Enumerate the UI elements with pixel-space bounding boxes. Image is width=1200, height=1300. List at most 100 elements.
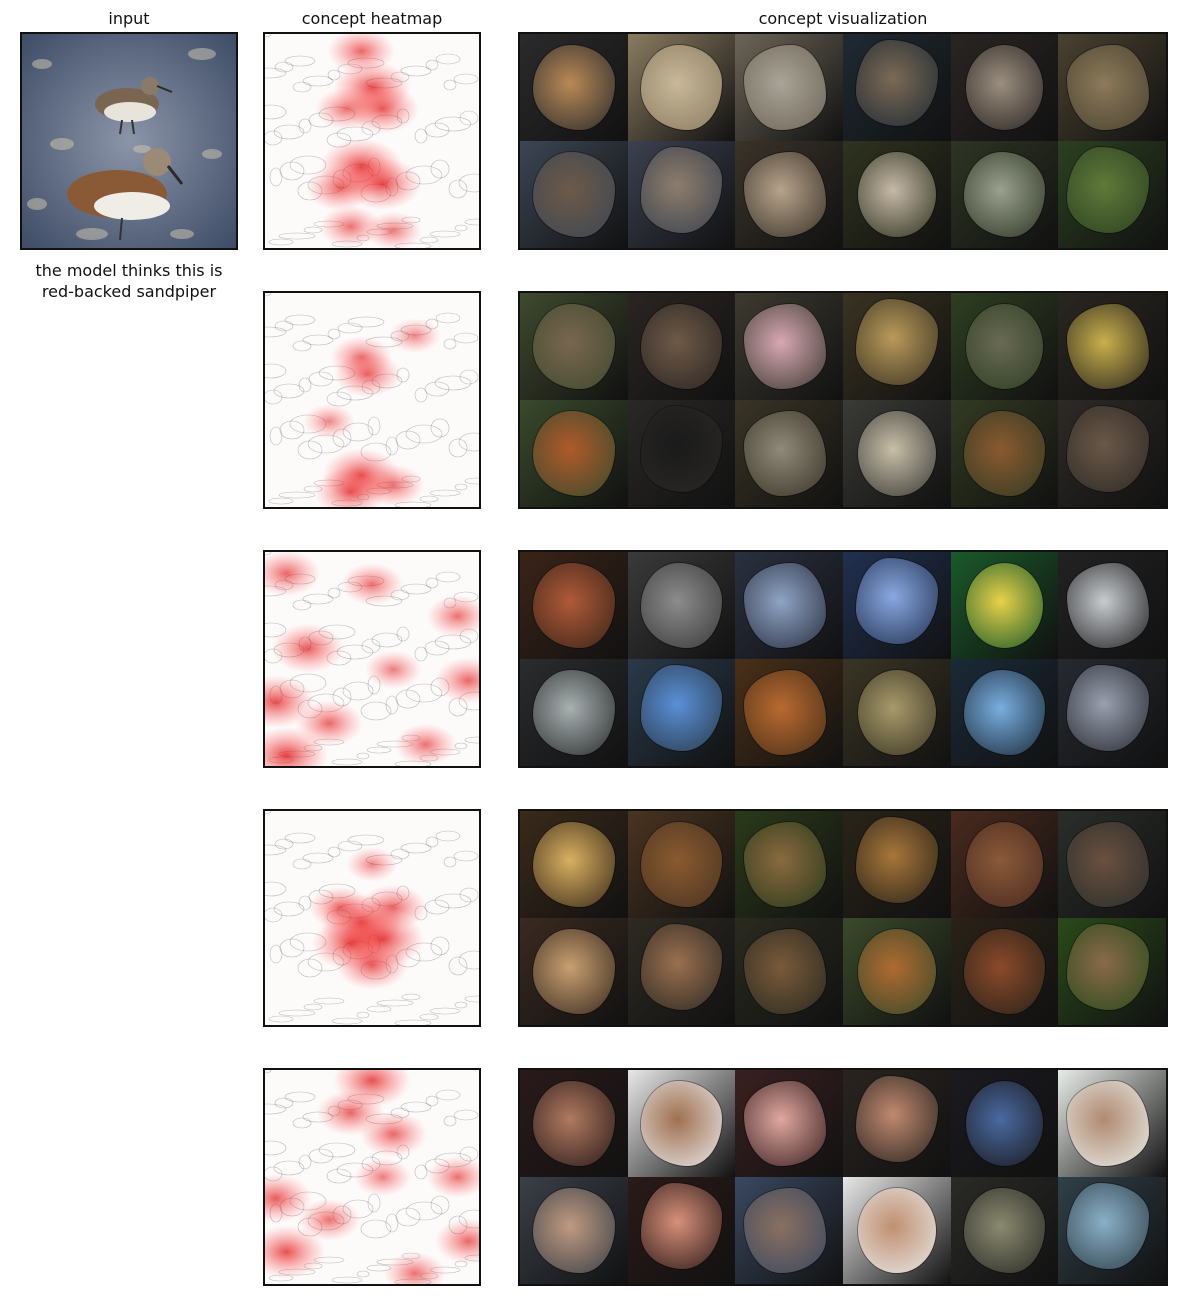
heatmap-contour — [435, 571, 461, 583]
heatmap-contour — [284, 1091, 316, 1103]
concept-mask-region — [532, 562, 615, 649]
concept-mask-region — [855, 299, 938, 385]
heatmap-contour — [337, 322, 363, 334]
heatmap-hotspot — [315, 87, 378, 130]
concept-mask-region — [743, 669, 826, 756]
concept-mask-region — [855, 1076, 938, 1162]
heatmap-hotspot — [434, 657, 479, 704]
concept-visualization-3 — [518, 550, 1168, 768]
concept-visualization-2 — [518, 291, 1168, 509]
heatmap-contour — [385, 695, 399, 715]
concept-mask-region — [1066, 147, 1149, 233]
heatmap-svg — [265, 811, 479, 1025]
concept-example-tile — [627, 1070, 736, 1177]
concept-grid — [520, 552, 1166, 766]
heatmap-contour — [273, 1160, 305, 1176]
concept-mask-region — [743, 821, 826, 908]
heatmap-hotspot — [383, 1252, 446, 1284]
heatmap-contour — [297, 958, 323, 978]
heatmap-contour — [284, 314, 316, 326]
heatmap-contour — [443, 79, 457, 91]
heatmap-contour — [434, 375, 472, 391]
concept-example-tile — [520, 400, 628, 507]
heatmap-contour — [434, 893, 472, 909]
concept-heatmap-5 — [263, 1068, 481, 1286]
concept-mask-region — [855, 817, 938, 903]
heatmap-contour — [265, 1140, 287, 1156]
heatmap-contour — [265, 130, 283, 146]
heatmap-contour — [337, 840, 363, 852]
heatmap-contour — [425, 577, 439, 589]
concept-heatmap-3 — [263, 550, 481, 768]
concept-mask-region — [743, 303, 826, 390]
heatmap-contour — [342, 681, 374, 701]
heatmap-contour — [414, 1164, 428, 1180]
heatmap-contour — [419, 1013, 439, 1021]
concept-mask-region — [965, 44, 1044, 131]
heatmap-contour — [414, 646, 428, 662]
heatmap-contour — [453, 850, 479, 862]
concept-example-tile — [520, 293, 628, 400]
heatmap-column-title: concept heatmap — [301, 9, 443, 28]
concept-mask-region — [532, 303, 615, 390]
heatmap-contour — [313, 997, 345, 1005]
heatmap-contour — [443, 856, 457, 868]
heatmap-hotspot — [335, 940, 409, 990]
heatmap-contour — [454, 483, 468, 491]
heatmap-contour — [448, 438, 468, 458]
heatmap-contour — [292, 599, 312, 611]
concept-mask-region — [1066, 562, 1149, 649]
concept-heatmap-4 — [263, 809, 481, 1027]
concept-example-tile — [1058, 34, 1166, 141]
concept-example-tile — [950, 552, 1059, 659]
heatmap-contour — [458, 950, 479, 970]
heatmap-contour — [278, 232, 316, 240]
heatmap-hotspot — [426, 595, 479, 638]
concept-example-tile — [1058, 141, 1166, 248]
heatmap-hotspot — [389, 318, 441, 354]
concept-example-tile — [1058, 293, 1166, 400]
heatmap-hotspot — [265, 1225, 326, 1279]
concept-mask-region — [1066, 406, 1149, 492]
heatmap-contour — [292, 81, 312, 93]
heatmap-contour — [419, 495, 439, 503]
concept-mask-region — [532, 669, 615, 756]
concept-example-tile — [842, 400, 951, 507]
heatmap-hotspot — [341, 563, 403, 606]
heatmap-contour — [298, 1154, 312, 1170]
heatmap-contour — [274, 838, 294, 850]
heatmap-contour — [326, 1168, 352, 1184]
concept-mask-region — [858, 928, 936, 1015]
concept-mask-region — [640, 562, 723, 649]
concept-example-tile — [950, 141, 1059, 248]
prediction-line-1: the model thinks this is — [35, 261, 223, 280]
heatmap-contour — [458, 432, 479, 452]
heatmap-contour — [361, 638, 381, 654]
heatmap-contour — [274, 320, 294, 332]
concept-example-tile — [735, 400, 843, 507]
concept-mask-region — [743, 410, 826, 497]
heatmap-contour — [327, 587, 341, 599]
heatmap-contour — [303, 1003, 323, 1011]
heatmap-contour — [430, 418, 450, 438]
heatmap-contour — [434, 634, 472, 650]
heatmap-contour — [326, 391, 352, 407]
concept-example-tile — [950, 659, 1059, 766]
concept-mask-region — [965, 303, 1044, 390]
heatmap-contour — [297, 440, 323, 460]
heatmap-contour — [459, 887, 479, 903]
heatmap-contour — [424, 122, 450, 138]
concept-example-tile — [735, 552, 843, 659]
heatmap-contour — [424, 640, 450, 656]
heatmap-hotspot — [271, 623, 344, 673]
heatmap-svg — [265, 34, 479, 248]
concept-mask-region — [858, 1187, 936, 1274]
heatmap-contour — [435, 312, 461, 324]
heatmap-contour — [385, 436, 399, 456]
concept-mask-region — [532, 821, 615, 908]
prediction-caption: the model thinks this is red-backed sand… — [10, 260, 248, 302]
heatmap-hotspot — [365, 211, 422, 248]
heatmap-contour — [360, 701, 392, 721]
heatmap-contour — [274, 1097, 294, 1109]
heatmap-contour — [265, 326, 287, 338]
